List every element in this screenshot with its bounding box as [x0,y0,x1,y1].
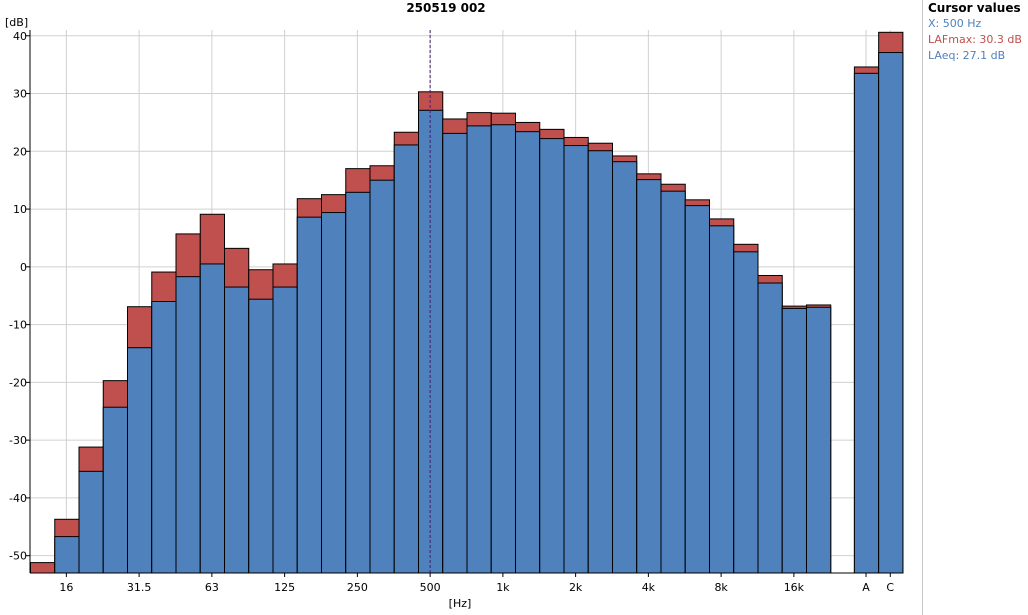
x-tick-label: 16 [59,581,73,594]
spectrum-chart: 250519 002 [dB] [Hz] 40 30 20 10 0 -10 -20 -30 -… [5,1,904,610]
y-tick-label: -40 [9,492,27,505]
bar-laeq [127,347,153,574]
y-tick-label: 10 [13,203,27,216]
bar-laeq [733,251,759,574]
bar-laeq [151,301,177,574]
bar-laeq [660,190,686,574]
bar-laeq [709,225,735,574]
bar-laeq [612,161,638,574]
bars [30,31,904,574]
bar-laeq [54,536,80,574]
bar-laeq [466,125,492,574]
chart-title: 250519 002 [406,1,485,15]
x-tick-label: C [886,581,894,594]
bar-laeq [296,216,322,574]
bar-laeq [369,179,395,574]
bar-laeq [393,144,419,574]
x-tick-label: 4k [642,581,656,594]
bar-laeq [757,282,783,574]
x-tick-label: 2k [569,581,583,594]
x-tick-label: 500 [420,581,441,594]
cursor-values-title: Cursor values [928,1,1021,15]
bar-laeq [781,307,807,574]
y-tick-label: -10 [9,319,27,332]
bar-laeq [78,470,104,574]
x-axis-label: [Hz] [449,597,472,610]
x-tick-label: 16k [784,581,805,594]
bar-laeq [878,52,904,574]
bar-lafmax [30,562,56,574]
y-tick-label: -30 [9,434,27,447]
bar-laeq [684,205,710,574]
axes: 40 30 20 10 0 -10 -20 -30 -40 -50 16 31.5 63 125 250 50… [9,30,894,594]
x-tick-label: 31.5 [127,581,152,594]
bar-laeq [224,286,250,574]
y-tick-label: 30 [13,88,27,101]
cursor-values-panel: Cursor values X: 500 Hz LAFmax: 30.3 dB … [922,0,1028,615]
cursor-x-value: X: 500 Hz [928,17,982,30]
bar-laeq [563,145,589,574]
x-tick-label: A [862,581,870,594]
y-tick-label: 40 [13,30,27,43]
y-tick-label: -20 [9,376,27,389]
bar-laeq [102,406,128,574]
bar-laeq [199,263,225,574]
bar-laeq [636,179,662,574]
bar-laeq [248,298,274,574]
bar-laeq [539,138,565,574]
y-tick-label: -50 [9,550,27,563]
y-axis-label: [dB] [5,16,28,29]
x-tick-label: 63 [205,581,219,594]
x-tick-label: 250 [347,581,368,594]
x-tick-label: 8k [714,581,728,594]
x-tick-label: 1k [496,581,510,594]
y-tick-label: 20 [13,145,27,158]
bar-laeq [515,131,541,574]
bar-laeq [272,286,298,574]
x-tick-label: 125 [274,581,295,594]
y-tick-label: 0 [20,261,27,274]
bar-laeq [587,150,613,574]
bar-laeq [442,132,468,574]
bar-laeq [345,191,371,574]
bar-laeq [175,276,201,574]
bar-laeq [806,306,832,574]
bar-laeq [490,124,516,574]
bar-laeq [853,72,880,574]
cursor-laeq-value: LAeq: 27.1 dB [928,49,1006,62]
cursor-lafmax-value: LAFmax: 30.3 dB [928,33,1022,46]
bar-laeq [321,212,347,574]
